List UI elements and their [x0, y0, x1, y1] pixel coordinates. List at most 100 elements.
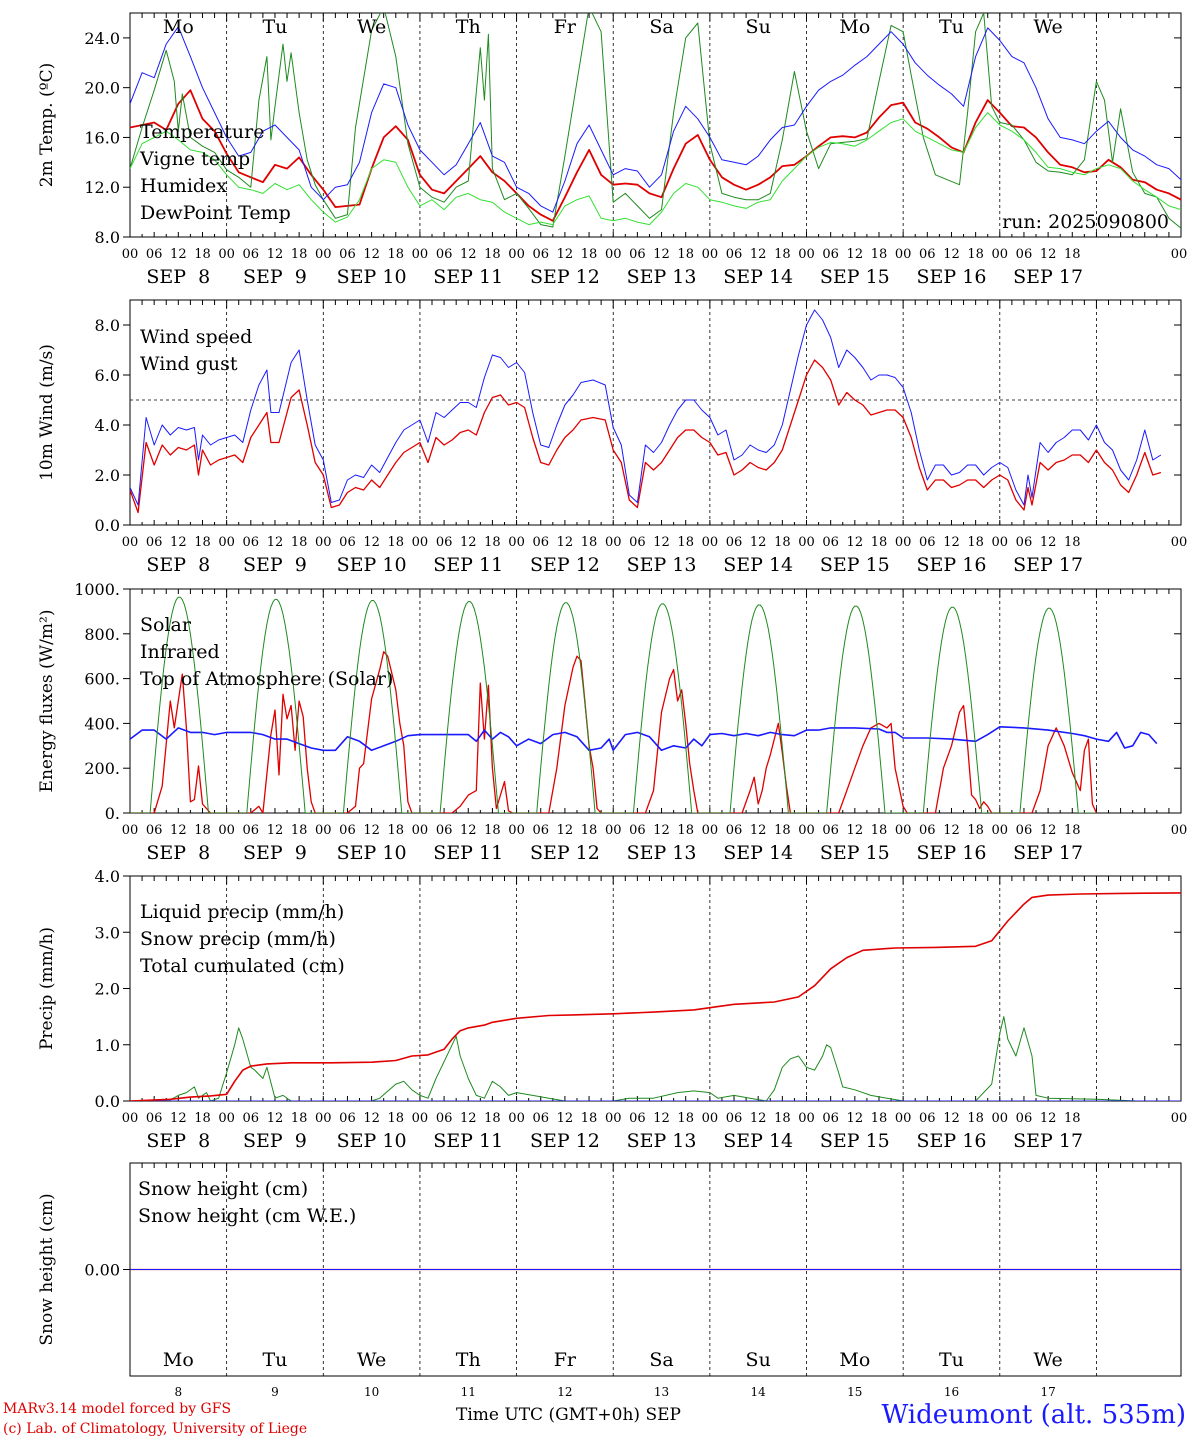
day-number: 14 — [751, 1385, 767, 1399]
hour-tick-label: 12 — [170, 823, 187, 838]
legend-entry: Liquid precip (mm/h) — [140, 901, 344, 923]
date-label: SEP 15 — [820, 1130, 890, 1152]
day-number: 10 — [364, 1385, 379, 1399]
hour-tick-label: 06 — [532, 247, 549, 262]
y-axis-label: 10m Wind (m/s) — [37, 344, 57, 481]
hour-tick-label: 12 — [363, 1111, 380, 1126]
hour-tick-label: 00 — [798, 247, 815, 262]
date-label: SEP 10 — [337, 554, 407, 576]
hour-tick-label: 18 — [967, 823, 984, 838]
hour-tick-label: 12 — [750, 535, 767, 550]
date-label: SEP 13 — [627, 266, 697, 288]
date-label: SEP 16 — [917, 842, 987, 864]
hour-tick-label: 06 — [726, 1111, 743, 1126]
hour-tick-label: 00 — [895, 535, 912, 550]
hour-tick-label: 12 — [847, 535, 864, 550]
hour-tick-label: 18 — [581, 247, 598, 262]
date-label: SEP 14 — [723, 554, 793, 576]
series-line-solar — [130, 651, 1097, 813]
y-tick-label: 2.0 — [95, 466, 120, 485]
weekday-label: We — [357, 1349, 386, 1371]
date-label: SEP 8 — [146, 266, 210, 288]
hour-tick-label: 06 — [822, 1111, 839, 1126]
series-line-temperature — [130, 89, 1181, 222]
legend-entry: Total cumulated (cm) — [140, 955, 345, 977]
hour-tick-label: 18 — [871, 823, 888, 838]
panel-wind: 0.0 2.0 4.0 6.0 8.0 10m Wind (m/s) Wind speed W… — [37, 299, 1187, 576]
hour-tick-label: 12 — [847, 1111, 864, 1126]
hour-tick-label: 00 — [412, 1111, 429, 1126]
weekday-label: Fr — [554, 16, 577, 38]
hour-tick-label: 00 — [122, 1111, 139, 1126]
hour-tick-label: 00 — [702, 247, 719, 262]
hour-tick-label: 12 — [847, 247, 864, 262]
time-axis-label: Time UTC (GMT+0h) SEP — [456, 1405, 681, 1425]
hour-tick-label: 00 — [798, 823, 815, 838]
hour-tick-label: 18 — [677, 1111, 694, 1126]
weekday-label: Sa — [649, 16, 673, 38]
hour-tick-label: 06 — [339, 247, 356, 262]
hour-tick-label: 18 — [967, 535, 984, 550]
hour-tick-label: 00 — [218, 1111, 235, 1126]
hour-tick-label: 12 — [847, 823, 864, 838]
date-label: SEP 13 — [627, 1130, 697, 1152]
date-label: SEP 10 — [337, 1130, 407, 1152]
hour-tick-label: 12 — [750, 247, 767, 262]
hour-tick-label: 06 — [532, 1111, 549, 1126]
hour-tick-label: 00 — [315, 535, 332, 550]
y-axis-label: 2m Temp. (ºC) — [37, 63, 57, 188]
hour-tick-label: 12 — [653, 823, 670, 838]
model-credit: MARv3.14 model forced by GFS (c) Lab. of… — [3, 1399, 307, 1439]
hour-tick-label: 06 — [726, 535, 743, 550]
legend-entry: Wind gust — [140, 353, 238, 375]
hour-tick-label: 06 — [243, 247, 260, 262]
hour-tick-label: 06 — [243, 823, 260, 838]
hour-tick-label: 00 — [122, 535, 139, 550]
hour-tick-label: 00 — [218, 823, 235, 838]
day-number: 13 — [654, 1385, 669, 1399]
hour-tick-label: 06 — [436, 823, 453, 838]
series-line-infrared — [130, 726, 1158, 752]
weekday-label: We — [1033, 1349, 1062, 1371]
hour-tick-label: 06 — [146, 247, 163, 262]
date-label: SEP 17 — [1013, 1130, 1083, 1152]
hour-tick-label: 00 — [895, 247, 912, 262]
hour-tick-label: 12 — [1040, 247, 1057, 262]
day-number: 11 — [461, 1385, 476, 1399]
legend-entry: Snow height (cm) — [138, 1178, 308, 1200]
hour-tick-label: 00 — [218, 247, 235, 262]
hour-tick-label: 00 — [1171, 1111, 1188, 1126]
hour-tick-label: 18 — [1064, 1111, 1081, 1126]
panel-flux: 0. 200. 400. 600. 800. 1000. Energy fluxes (W/… — [37, 580, 1187, 864]
y-tick-label: 200. — [84, 759, 120, 778]
date-label: SEP 15 — [820, 266, 890, 288]
hour-tick-label: 12 — [750, 823, 767, 838]
date-label: SEP 15 — [820, 554, 890, 576]
hour-tick-label: 12 — [267, 247, 284, 262]
hour-tick-label: 00 — [315, 247, 332, 262]
hour-tick-label: 00 — [605, 1111, 622, 1126]
date-label: SEP 11 — [433, 1130, 503, 1152]
run-annotation: run: 2025090800 — [1002, 211, 1169, 233]
hour-tick-label: 12 — [653, 535, 670, 550]
hour-tick-label: 12 — [943, 535, 960, 550]
hour-tick-label: 12 — [170, 247, 187, 262]
y-tick-label: 2.0 — [95, 980, 120, 999]
hour-tick-label: 12 — [943, 1111, 960, 1126]
hour-tick-label: 06 — [1016, 823, 1033, 838]
hour-tick-label: 18 — [967, 247, 984, 262]
legend-entry: DewPoint Temp — [140, 202, 291, 224]
hour-tick-label: 06 — [822, 247, 839, 262]
hour-tick-label: 06 — [339, 535, 356, 550]
hour-tick-label: 12 — [363, 535, 380, 550]
hour-tick-label: 18 — [387, 823, 404, 838]
y-tick-label: 20.0 — [84, 79, 120, 98]
date-label: SEP 9 — [243, 1130, 307, 1152]
hour-tick-label: 06 — [146, 1111, 163, 1126]
hour-tick-label: 12 — [1040, 1111, 1057, 1126]
hour-tick-label: 00 — [508, 1111, 525, 1126]
hour-tick-label: 00 — [1171, 247, 1188, 262]
hour-tick-label: 12 — [943, 247, 960, 262]
hour-tick-label: 12 — [170, 535, 187, 550]
